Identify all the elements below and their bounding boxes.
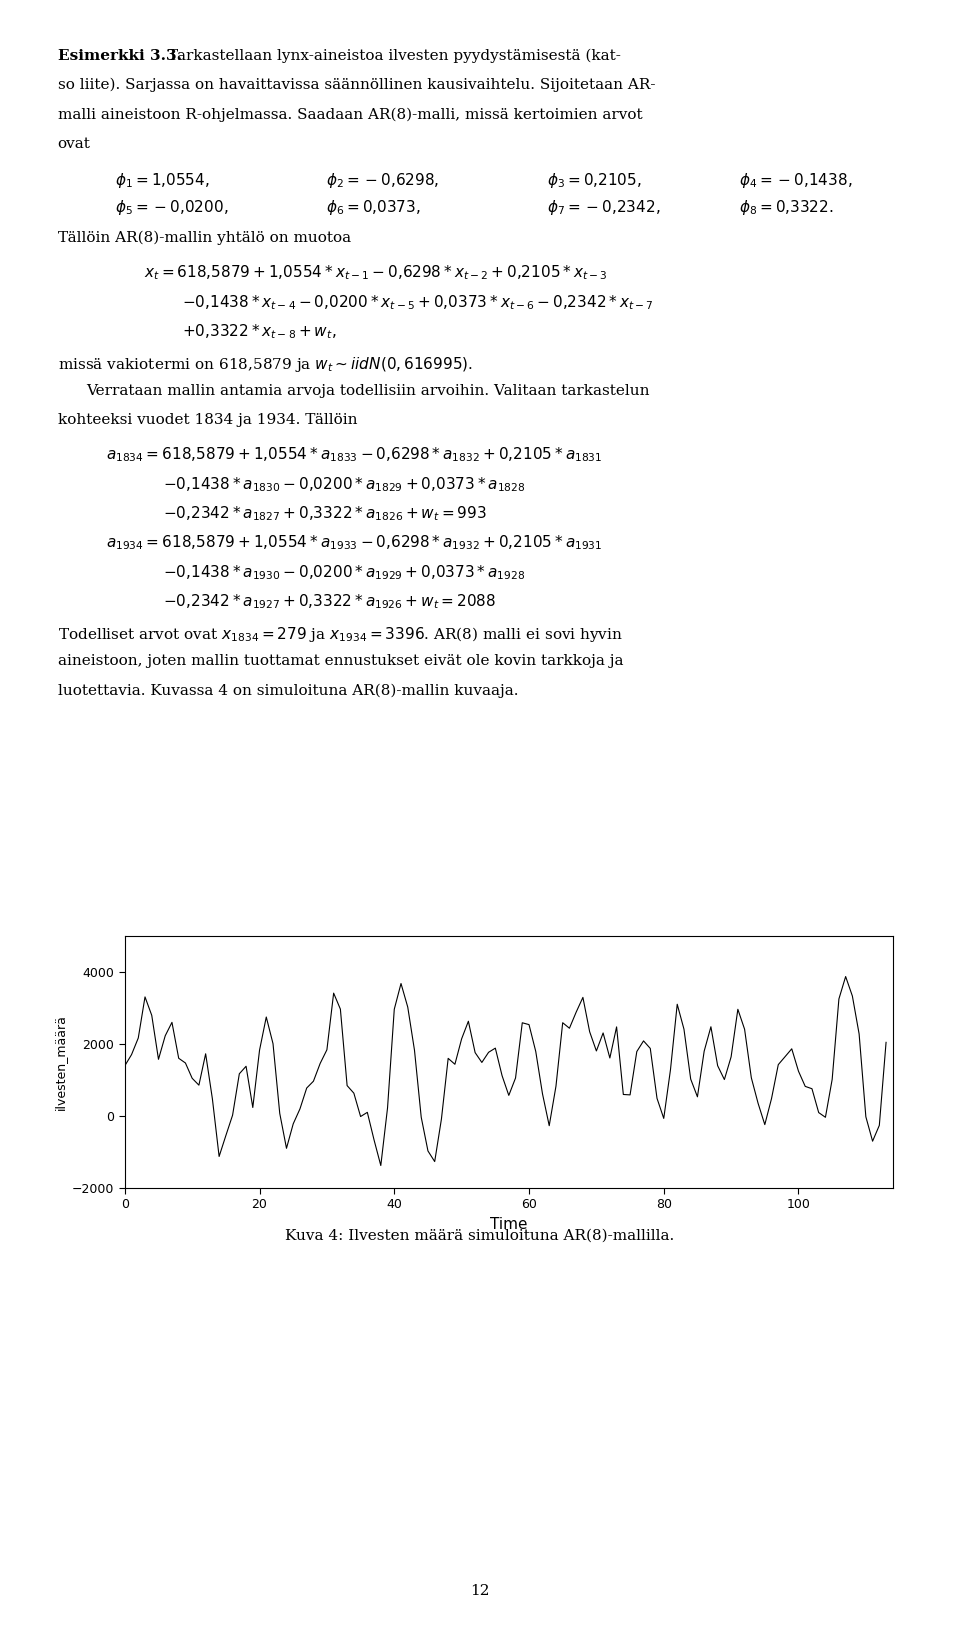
Text: malli aineistoon R-ohjelmassa. Saadaan AR(8)-malli, missä kertoimien arvot: malli aineistoon R-ohjelmassa. Saadaan A… — [58, 107, 642, 122]
Text: $\phi_4 = -0{,}1438,$: $\phi_4 = -0{,}1438,$ — [739, 171, 852, 190]
X-axis label: Time: Time — [490, 1217, 528, 1232]
Text: 12: 12 — [470, 1583, 490, 1598]
Y-axis label: ilvesten_määrä: ilvesten_määrä — [54, 1014, 66, 1110]
Text: aineistoon, joten mallin tuottamat ennustukset eivät ole kovin tarkkoja ja: aineistoon, joten mallin tuottamat ennus… — [58, 654, 623, 669]
Text: Verrataan mallin antamia arvoja todellisiin arvoihin. Valitaan tarkastelun: Verrataan mallin antamia arvoja todellis… — [86, 384, 650, 399]
Text: $\phi_5 = -0{,}0200,$: $\phi_5 = -0{,}0200,$ — [115, 198, 228, 218]
Text: kohteeksi vuodet 1834 ja 1934. Tällöin: kohteeksi vuodet 1834 ja 1934. Tällöin — [58, 413, 357, 428]
Text: $- 0{,}1438 * a_{1830} - 0{,}0200 * a_{1829} + 0{,}0373 * a_{1828}$: $- 0{,}1438 * a_{1830} - 0{,}0200 * a_{1… — [163, 475, 526, 493]
Text: $\phi_8 = 0{,}3322.$: $\phi_8 = 0{,}3322.$ — [739, 198, 834, 218]
Text: luotettavia. Kuvassa 4 on simuloituna AR(8)-mallin kuvaaja.: luotettavia. Kuvassa 4 on simuloituna AR… — [58, 683, 518, 698]
Text: $+ 0{,}3322 * x_{t-8} + w_t,$: $+ 0{,}3322 * x_{t-8} + w_t,$ — [182, 322, 337, 340]
Text: $a_{1834} = 618{,}5879 + 1{,}0554 * a_{1833} - 0{,}6298 * a_{1832} + 0{,}2105 * : $a_{1834} = 618{,}5879 + 1{,}0554 * a_{1… — [106, 446, 602, 464]
Text: $- 0{,}2342 * a_{1827} + 0{,}3322 * a_{1826} + w_t = 993$: $- 0{,}2342 * a_{1827} + 0{,}3322 * a_{1… — [163, 504, 487, 522]
Text: $\phi_1 = 1{,}0554,$: $\phi_1 = 1{,}0554,$ — [115, 171, 210, 190]
Text: Tällöin AR(8)-mallin yhtälö on muotoa: Tällöin AR(8)-mallin yhtälö on muotoa — [58, 231, 350, 246]
Text: Tarkastellaan lynx-aineistoa ilvesten pyydystämisestä (kat-: Tarkastellaan lynx-aineistoa ilvesten py… — [168, 49, 621, 63]
Text: $\phi_6 = 0{,}0373,$: $\phi_6 = 0{,}0373,$ — [326, 198, 421, 218]
Text: missä vakiotermi on 618,5879 ja $w_t \sim iidN(0, 616995)$.: missä vakiotermi on 618,5879 ja $w_t \si… — [58, 355, 472, 374]
Text: Esimerkki 3.3.: Esimerkki 3.3. — [58, 49, 181, 63]
Text: so liite). Sarjassa on havaittavissa säännöllinen kausivaihtelu. Sijoitetaan AR-: so liite). Sarjassa on havaittavissa sää… — [58, 78, 655, 93]
Text: $- 0{,}2342 * a_{1927} + 0{,}3322 * a_{1926} + w_t = 2088$: $- 0{,}2342 * a_{1927} + 0{,}3322 * a_{1… — [163, 592, 496, 610]
Text: Todelliset arvot ovat $x_{1834} = 279$ ja $x_{1934} = 3396$. AR(8) malli ei sovi: Todelliset arvot ovat $x_{1834} = 279$ j… — [58, 625, 622, 644]
Text: $\phi_2 = -0{,}6298,$: $\phi_2 = -0{,}6298,$ — [326, 171, 440, 190]
Text: $\phi_7 = -0{,}2342,$: $\phi_7 = -0{,}2342,$ — [547, 198, 660, 218]
Text: $a_{1934} = 618{,}5879 + 1{,}0554 * a_{1933} - 0{,}6298 * a_{1932} + 0{,}2105 * : $a_{1934} = 618{,}5879 + 1{,}0554 * a_{1… — [106, 534, 602, 552]
Text: $- 0{,}1438 * a_{1930} - 0{,}0200 * a_{1929} + 0{,}0373 * a_{1928}$: $- 0{,}1438 * a_{1930} - 0{,}0200 * a_{1… — [163, 563, 525, 581]
Text: Kuva 4: Ilvesten määrä simuloituna AR(8)-mallilla.: Kuva 4: Ilvesten määrä simuloituna AR(8)… — [285, 1228, 675, 1243]
Text: $x_t = 618{,}5879 + 1{,}0554 * x_{t-1} - 0{,}6298 * x_{t-2} + 0{,}2105 * x_{t-3}: $x_t = 618{,}5879 + 1{,}0554 * x_{t-1} -… — [144, 264, 608, 281]
Text: $\phi_3 = 0{,}2105,$: $\phi_3 = 0{,}2105,$ — [547, 171, 642, 190]
Text: $- 0{,}1438 * x_{t-4} - 0{,}0200 * x_{t-5} + 0{,}0373 * x_{t-6} - 0{,}2342 * x_{: $- 0{,}1438 * x_{t-4} - 0{,}0200 * x_{t-… — [182, 293, 654, 311]
Text: ovat: ovat — [58, 137, 90, 151]
